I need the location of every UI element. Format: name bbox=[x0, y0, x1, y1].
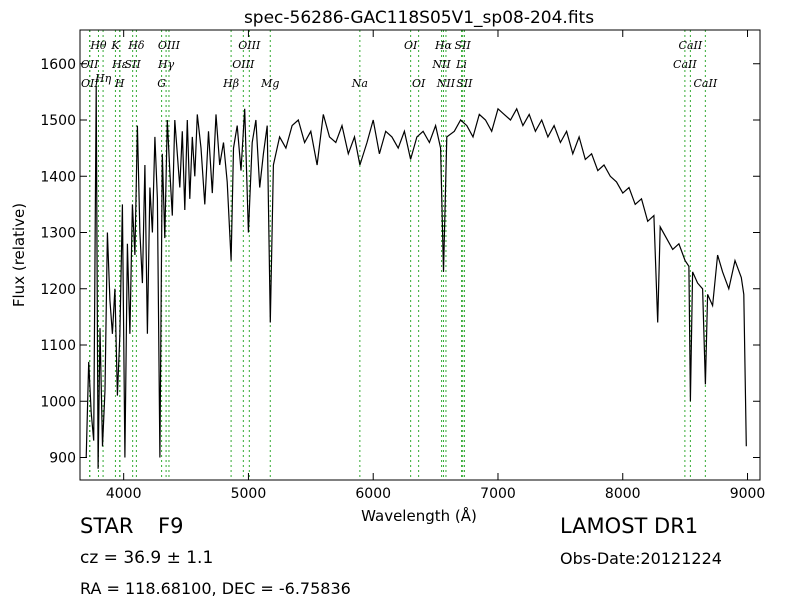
spectral-line-label-9: OII bbox=[81, 58, 99, 71]
survey-name: LAMOST DR1 bbox=[560, 514, 699, 538]
spectral-line-label-18: OII bbox=[81, 77, 99, 90]
ra-dec: RA = 118.68100, DEC = -6.75836 bbox=[80, 579, 351, 598]
spectral-line-label-4: OIII bbox=[238, 39, 261, 52]
y-axis-ticks: 900 1000 1100 1200 1300 1400 1500 1600 bbox=[40, 57, 760, 467]
spectral-line-label-17: Hη bbox=[94, 72, 112, 85]
x-axis-label: Wavelength (Å) bbox=[361, 506, 477, 525]
plot-frame bbox=[79, 29, 761, 481]
y-axis-label: Flux (relative) bbox=[10, 203, 28, 307]
y-tick-label-1600: 1600 bbox=[40, 57, 76, 73]
spectral-line-label-20: G bbox=[157, 77, 166, 90]
spectral-line-label-15: Li bbox=[455, 58, 467, 71]
spectral-line-label-0: Hθ bbox=[89, 39, 107, 52]
x-axis-ticks: 4000 5000 6000 7000 8000 9000 bbox=[106, 30, 765, 502]
y-tick-label-1200: 1200 bbox=[40, 282, 76, 298]
spectral-line-label-13: OIII bbox=[232, 58, 255, 71]
x-tick-label-5000: 5000 bbox=[231, 486, 267, 502]
redshift-cz: cz = 36.9 ± 1.1 bbox=[80, 548, 214, 568]
x-tick-label-6000: 6000 bbox=[355, 486, 391, 502]
y-tick-label-900: 900 bbox=[49, 451, 76, 467]
spectral-line-label-8: CaII bbox=[679, 39, 703, 52]
y-tick-label-1400: 1400 bbox=[40, 169, 76, 185]
spectral-line-label-19: H bbox=[114, 77, 125, 90]
x-tick-label-8000: 8000 bbox=[605, 486, 641, 502]
spectral-line-label-25: NII bbox=[436, 77, 456, 90]
spectral-line-label-12: Hγ bbox=[157, 58, 175, 71]
spectral-line-label-6: Hα bbox=[434, 39, 453, 52]
spectral-line-label-10: Hε bbox=[111, 58, 128, 71]
spectral-line-label-21: Hβ bbox=[222, 77, 239, 90]
y-tick-label-1500: 1500 bbox=[40, 113, 76, 129]
spectral-line-label-22: Mg bbox=[260, 77, 279, 90]
spectral-line-label-2: Hδ bbox=[127, 39, 145, 52]
spectral-line-label-5: OI bbox=[404, 39, 418, 52]
spectral-subclass: F9 bbox=[158, 514, 184, 538]
observation-date: Obs-Date:20121224 bbox=[560, 549, 722, 568]
spectral-line-label-14: NII bbox=[431, 58, 451, 71]
spectrum-line bbox=[85, 86, 747, 469]
spectral-line-label-24: OI bbox=[412, 77, 426, 90]
spectral-line-label-7: SII bbox=[455, 39, 472, 52]
spectral-line-label-26: SII bbox=[456, 77, 473, 90]
spectral-line-markers bbox=[89, 30, 706, 480]
y-tick-label-1000: 1000 bbox=[40, 394, 76, 410]
x-tick-label-7000: 7000 bbox=[480, 486, 516, 502]
object-type: STAR bbox=[80, 514, 134, 538]
spectral-line-label-27: CaII bbox=[694, 77, 718, 90]
spectral-line-label-16: CaII bbox=[673, 58, 697, 71]
spectral-line-label-11: SII bbox=[125, 58, 142, 71]
x-tick-label-4000: 4000 bbox=[106, 486, 142, 502]
y-tick-label-1100: 1100 bbox=[40, 338, 76, 354]
y-tick-label-1300: 1300 bbox=[40, 226, 76, 242]
spectral-line-label-1: K bbox=[110, 39, 120, 52]
spectral-line-label-3: OIII bbox=[158, 39, 181, 52]
x-tick-label-9000: 9000 bbox=[730, 486, 766, 502]
chart-title: spec-56286-GAC118S05V1_sp08-204.fits bbox=[244, 8, 594, 28]
spectral-line-label-23: Na bbox=[351, 77, 368, 90]
